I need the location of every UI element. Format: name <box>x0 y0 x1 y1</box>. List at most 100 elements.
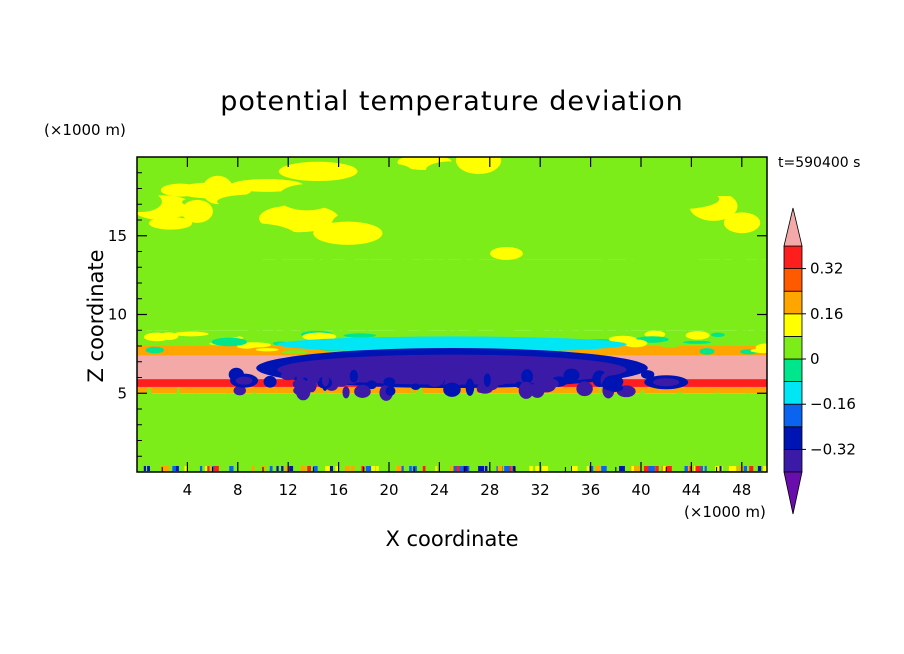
field-cell <box>287 430 295 449</box>
field-cell <box>623 394 630 407</box>
field-cell <box>233 158 268 175</box>
field-cell <box>450 183 497 205</box>
field-cell <box>749 263 757 276</box>
field-cell <box>537 259 541 275</box>
surface-cell <box>643 466 649 471</box>
field-cell <box>255 435 261 447</box>
field-cell <box>208 330 242 339</box>
field-cell <box>235 453 240 463</box>
field-cell <box>244 413 251 425</box>
field-cell <box>585 427 588 446</box>
field-cell <box>410 425 416 434</box>
field-cell <box>434 278 441 305</box>
chart-title: potential temperature deviation <box>220 86 684 117</box>
field-cell <box>566 307 573 325</box>
field-cell <box>147 424 154 434</box>
field-cell <box>483 298 492 312</box>
field-cell <box>554 226 634 242</box>
colorbar-segment <box>783 245 803 270</box>
field-cell <box>535 271 543 295</box>
surface-cell <box>207 466 210 471</box>
field-cell <box>535 410 541 418</box>
field-cell <box>276 404 283 424</box>
field-cell <box>459 253 467 276</box>
field-cell <box>431 436 435 448</box>
field-cell <box>302 450 305 460</box>
field-cell <box>423 394 429 406</box>
field-cell <box>305 264 311 285</box>
surface-cell <box>542 466 549 471</box>
field-cell <box>564 446 569 466</box>
field-cell <box>683 431 690 444</box>
field-cell <box>325 247 332 274</box>
field-cell <box>251 280 257 303</box>
surface-cell <box>281 466 284 471</box>
field-cell <box>207 302 212 324</box>
surface-cell <box>147 466 150 471</box>
field-cell <box>553 405 557 423</box>
field-cell <box>710 332 725 337</box>
field-cell <box>519 420 525 440</box>
field-cell <box>283 415 289 430</box>
field-cell <box>228 422 232 443</box>
field-cell <box>291 266 298 277</box>
field-cell <box>625 250 633 273</box>
surface-cell <box>695 466 701 471</box>
field-cell <box>411 386 414 407</box>
anomaly-rim <box>277 336 627 353</box>
field-cell <box>181 417 185 434</box>
field-cell <box>384 400 388 414</box>
field-cell <box>404 255 413 271</box>
surface-cell <box>459 466 464 471</box>
colorbar: 0.32 0.16 0 −0.16 −0.32 <box>783 207 856 515</box>
anomaly-blob <box>530 382 545 398</box>
field-cell <box>165 265 172 275</box>
field-cell <box>406 282 410 299</box>
field-cell <box>519 290 526 304</box>
field-cell <box>146 448 153 465</box>
surface-cell <box>589 466 594 471</box>
field-cell <box>183 296 189 310</box>
field-cell <box>458 309 465 326</box>
field-cell <box>460 289 468 304</box>
colorbar-segment <box>783 290 803 315</box>
surface-cell <box>184 466 188 471</box>
surface-cell <box>586 466 591 471</box>
field-cell <box>146 388 152 403</box>
field-cell <box>435 299 440 314</box>
field-cell <box>227 405 231 422</box>
surface-cell <box>329 466 334 471</box>
field-cell <box>759 427 765 447</box>
anomaly-blob <box>307 374 320 384</box>
field-cell <box>317 417 322 429</box>
field-cell <box>515 421 520 436</box>
field-cell <box>162 408 166 429</box>
surface-cell <box>637 466 642 471</box>
field-cell <box>507 164 563 180</box>
field-cell <box>344 250 354 271</box>
field-cell <box>617 432 623 446</box>
field-cell <box>711 456 717 465</box>
field-cell <box>468 265 472 283</box>
field-cell <box>666 443 671 453</box>
plot-area <box>137 157 767 472</box>
field-cell <box>192 306 196 327</box>
field-cell <box>446 299 456 320</box>
field-cell <box>734 277 739 296</box>
field-cell <box>148 216 193 230</box>
surface-cell <box>371 466 376 471</box>
field-cell <box>728 454 732 462</box>
field-cell <box>253 263 258 273</box>
field-cell <box>394 321 401 334</box>
field-cell <box>374 289 381 313</box>
field-cell <box>420 455 424 470</box>
field-cell <box>686 420 689 433</box>
field-cell <box>580 429 585 447</box>
field-cell <box>324 292 332 312</box>
field-cell <box>366 283 374 296</box>
field-cell <box>623 418 629 440</box>
field-cell <box>604 311 611 325</box>
field-cell <box>602 449 608 469</box>
field-cell <box>467 306 473 331</box>
field-cell <box>294 436 299 450</box>
